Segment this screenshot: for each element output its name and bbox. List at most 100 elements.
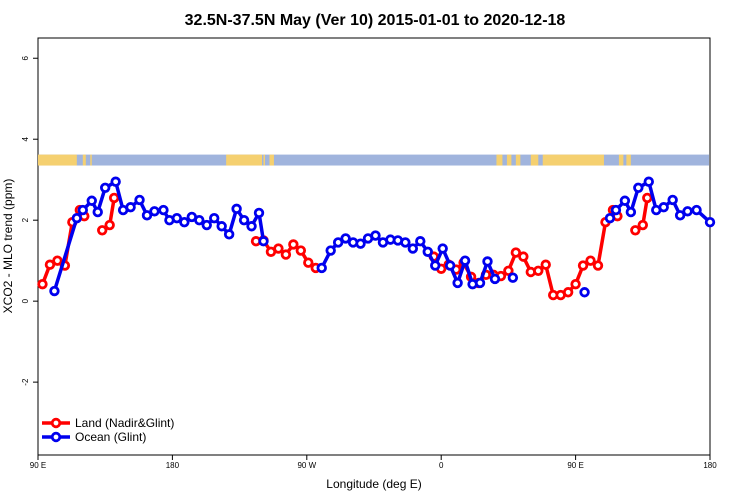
land-ocean-strip xyxy=(38,154,709,166)
data-point xyxy=(194,214,205,226)
legend: Land (Nadir&Glint)Ocean (Glint) xyxy=(42,416,174,444)
data-point xyxy=(340,233,351,244)
data-point xyxy=(71,212,83,224)
data-point xyxy=(110,176,121,187)
data-point xyxy=(92,206,103,218)
data-point xyxy=(452,277,463,289)
data-point xyxy=(642,192,653,204)
data-point xyxy=(540,259,551,270)
data-point xyxy=(258,236,269,247)
data-point xyxy=(619,195,631,206)
land-band xyxy=(542,154,604,166)
data-point xyxy=(99,182,111,193)
data-point xyxy=(507,272,519,283)
chart-title: 32.5N-37.5N May (Ver 10) 2015-01-01 to 2… xyxy=(185,12,566,29)
data-point xyxy=(437,243,448,254)
land-band xyxy=(530,154,539,166)
data-point xyxy=(592,260,604,271)
data-point xyxy=(370,230,381,241)
x-axis: 90 E 180 90 W 0 90 E 180 xyxy=(30,455,717,470)
data-point xyxy=(625,206,637,218)
land-band xyxy=(506,154,512,166)
data-point xyxy=(643,176,654,187)
legend-label: Land (Nadir&Glint) xyxy=(75,416,174,430)
y-axis-label: XCO2 - MLO trend (ppm) xyxy=(1,179,15,314)
data-point xyxy=(238,214,250,226)
y-tick-label: -2 xyxy=(21,378,30,386)
plot-border xyxy=(37,37,711,456)
data-point xyxy=(430,260,441,271)
legend-label: Ocean (Glint) xyxy=(75,430,146,444)
data-point xyxy=(674,210,686,221)
data-point xyxy=(704,217,716,228)
data-point xyxy=(633,182,644,193)
y-tick-label: 4 xyxy=(21,136,30,141)
data-point xyxy=(231,203,242,215)
data-point xyxy=(474,277,486,289)
x-tick-label: 90 E xyxy=(30,461,46,470)
land-band xyxy=(626,154,631,166)
data-point xyxy=(141,210,153,221)
data-point xyxy=(332,237,344,248)
data-point xyxy=(667,194,678,206)
data-point xyxy=(295,245,307,256)
y-tick-label: 0 xyxy=(21,298,30,303)
data-point xyxy=(415,236,426,247)
legend-swatch-marker xyxy=(50,417,62,429)
data-point xyxy=(658,202,669,213)
data-point xyxy=(77,204,88,216)
y-tick-label: 6 xyxy=(21,55,30,60)
data-point xyxy=(489,273,501,285)
data-point xyxy=(444,260,456,271)
data-point xyxy=(108,192,120,204)
data-point xyxy=(49,285,60,297)
data-point xyxy=(288,239,299,250)
land-band xyxy=(269,154,274,166)
data-point xyxy=(691,204,702,216)
data-point xyxy=(179,217,190,228)
data-point xyxy=(158,204,169,216)
data-point xyxy=(273,243,284,254)
data-point xyxy=(682,206,693,217)
data-point xyxy=(637,219,648,231)
data-point xyxy=(125,202,136,213)
land-band xyxy=(90,154,92,166)
data-point xyxy=(503,265,514,276)
data-point xyxy=(630,225,641,236)
series-layer xyxy=(37,176,716,301)
land-band xyxy=(618,154,624,166)
data-point xyxy=(533,265,544,276)
land-band xyxy=(82,154,86,166)
data-point xyxy=(223,229,235,240)
data-point xyxy=(303,257,314,268)
data-point xyxy=(246,221,257,232)
data-point xyxy=(604,212,616,224)
legend-swatch-marker xyxy=(50,431,62,443)
land-band xyxy=(38,154,77,166)
data-point xyxy=(44,259,56,270)
data-point xyxy=(510,247,522,258)
data-point xyxy=(407,243,419,254)
data-point xyxy=(482,256,493,267)
data-point xyxy=(585,255,596,266)
data-point xyxy=(355,238,366,249)
x-axis-label: Longitude (deg E) xyxy=(326,477,421,491)
land-band xyxy=(515,154,521,166)
data-point xyxy=(280,249,292,260)
data-point xyxy=(104,219,115,231)
data-point xyxy=(459,255,471,266)
x-tick-label: 0 xyxy=(439,461,444,470)
data-point xyxy=(216,221,227,232)
data-point xyxy=(253,207,265,219)
data-point xyxy=(52,255,63,266)
series-ocean xyxy=(49,176,716,298)
data-point xyxy=(422,246,433,257)
data-point xyxy=(134,194,145,206)
data-point xyxy=(570,278,581,290)
data-point xyxy=(171,212,183,224)
land-band xyxy=(496,154,503,166)
data-point xyxy=(562,287,574,298)
data-point xyxy=(97,225,108,236)
data-point xyxy=(86,195,97,206)
y-axis: -2 0 2 4 6 xyxy=(21,55,38,386)
